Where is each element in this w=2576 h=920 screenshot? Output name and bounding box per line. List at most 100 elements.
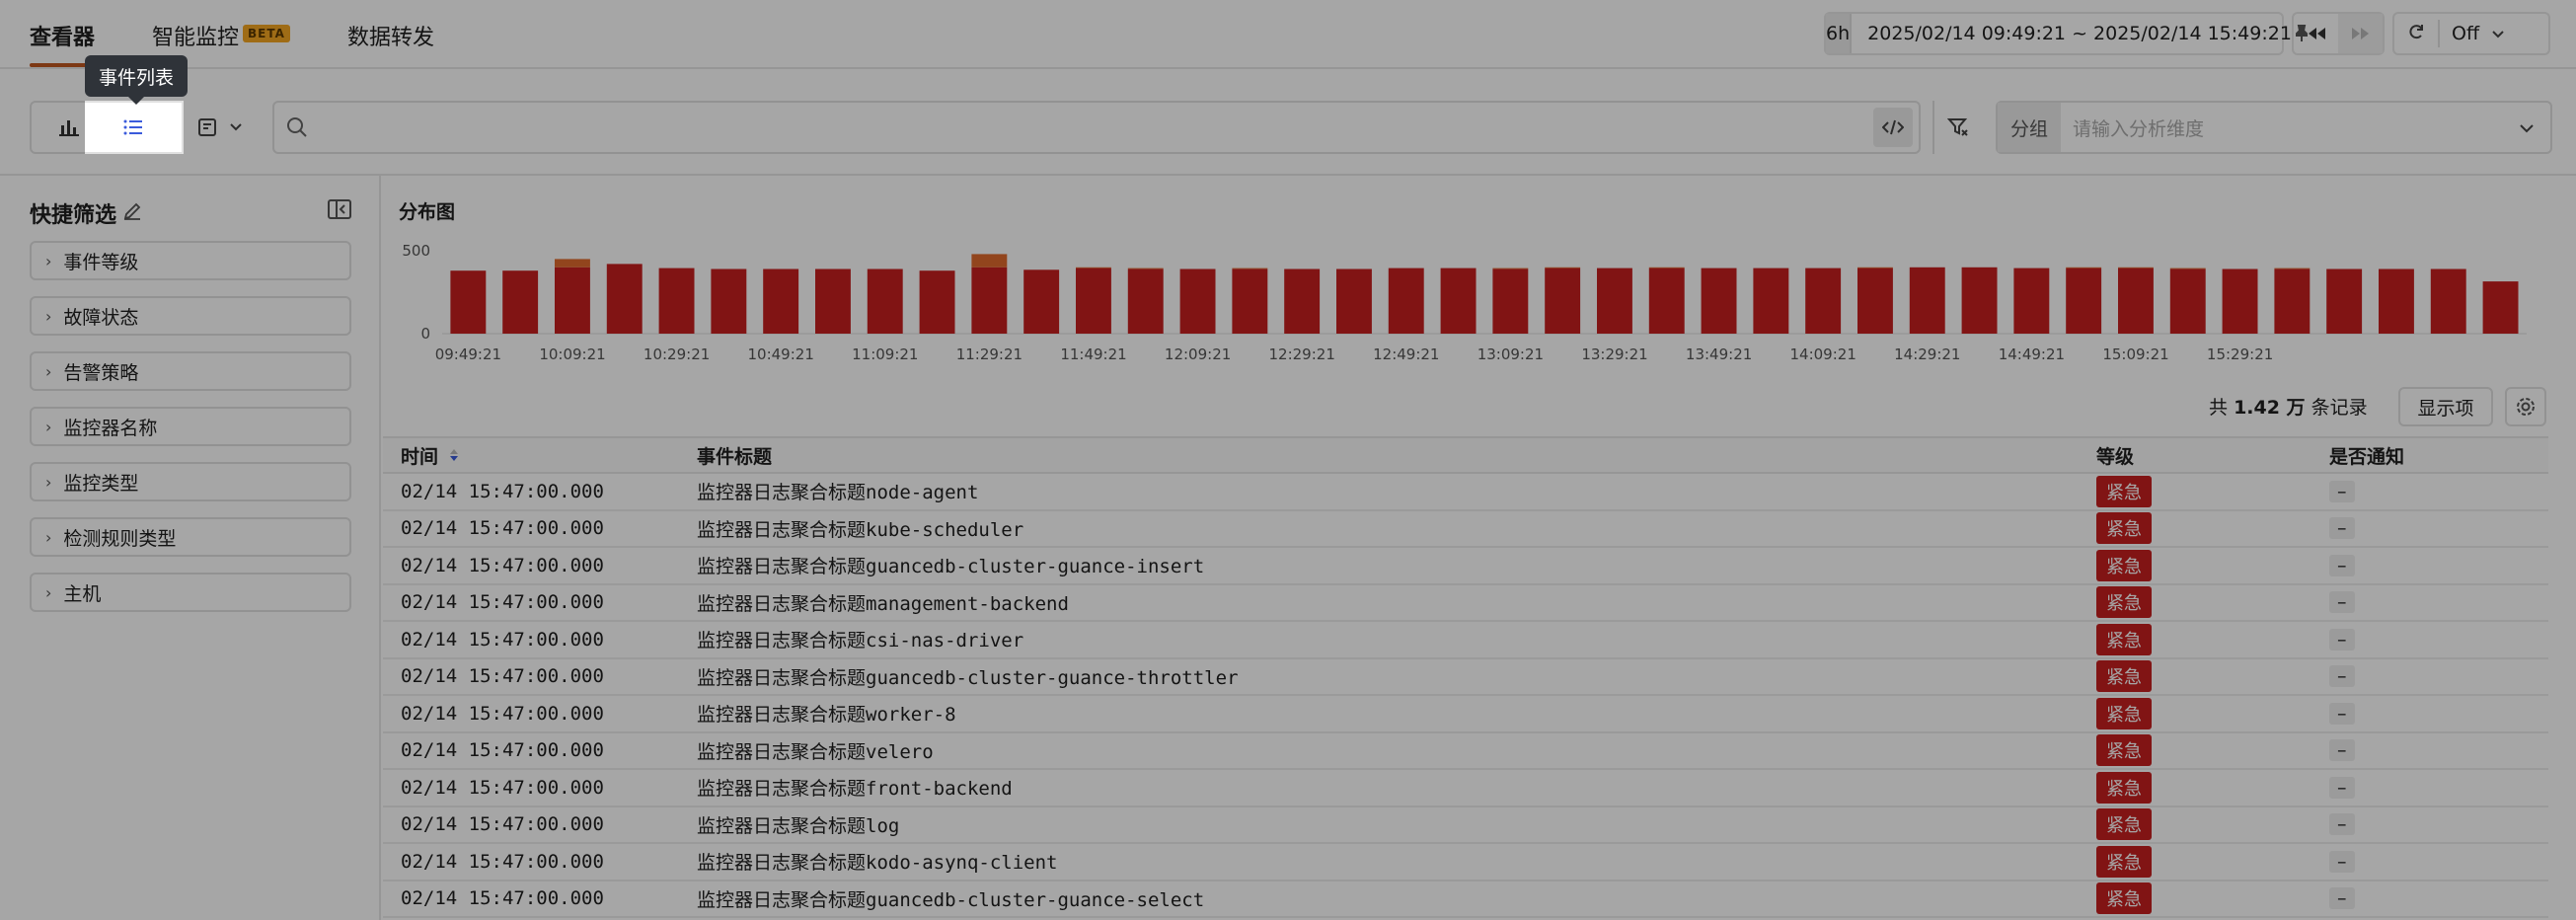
bar-critical[interactable] xyxy=(1597,268,1632,334)
tab-explorer[interactable]: 查看器 xyxy=(30,26,96,50)
facet-item[interactable]: › 监控器名称 xyxy=(30,407,351,446)
col-level-header[interactable]: 等级 xyxy=(2096,445,2135,468)
bar-critical[interactable] xyxy=(1023,269,1060,334)
table-row[interactable]: 02/14 15:47:00.000 监控器日志聚合标题guancedb-clus… xyxy=(383,548,2548,585)
show-columns-button[interactable]: 显示项 xyxy=(2398,387,2493,426)
rewind-icon[interactable] xyxy=(2294,14,2338,53)
chevron-right-icon: › xyxy=(45,417,52,436)
table-row[interactable]: 02/14 15:47:00.000 监控器日志聚合标题guancedb-clus… xyxy=(383,659,2548,696)
facet-item[interactable]: › 检测规则类型 xyxy=(30,517,351,557)
bar-critical[interactable] xyxy=(2430,268,2466,335)
table-row[interactable]: 02/14 15:47:00.000 监控器日志聚合标题node-agent 紧急 – xyxy=(383,474,2548,511)
pin-icon[interactable] xyxy=(2292,24,2311,43)
bar-critical[interactable] xyxy=(502,270,539,334)
bar-critical[interactable] xyxy=(711,268,747,335)
bar-critical[interactable] xyxy=(1179,268,1216,335)
col-notify-header[interactable]: 是否通知 xyxy=(2329,445,2405,468)
bar-critical[interactable] xyxy=(1857,268,1893,334)
bar-critical[interactable] xyxy=(1753,268,1789,334)
bar-critical[interactable] xyxy=(2274,268,2311,335)
bar-critical[interactable] xyxy=(1284,268,1321,335)
time-range-quick-button[interactable]: 6h xyxy=(1826,14,1853,53)
bar-critical[interactable] xyxy=(971,267,1008,334)
group-by-select[interactable]: 分组 请输入分析维度 xyxy=(1996,101,2552,154)
bar-critical[interactable] xyxy=(2118,268,2154,334)
settings-button[interactable] xyxy=(2505,387,2546,426)
bar-critical[interactable] xyxy=(1545,268,1581,334)
bar-critical[interactable] xyxy=(1701,268,1737,334)
bar-critical[interactable] xyxy=(606,264,643,334)
facet-item[interactable]: › 事件等级 xyxy=(30,241,351,280)
bar-error[interactable] xyxy=(1127,268,1164,269)
refresh-icon[interactable] xyxy=(2406,22,2426,46)
chevron-right-icon: › xyxy=(45,361,52,381)
saved-views-button[interactable] xyxy=(197,111,263,144)
bar-critical[interactable] xyxy=(450,270,487,334)
bar-critical[interactable] xyxy=(2066,268,2102,334)
bar-error[interactable] xyxy=(1492,268,1529,269)
col-time-header[interactable]: 时间 xyxy=(383,442,679,469)
table-row[interactable]: 02/14 15:47:00.000 监控器日志聚合标题velero 紧急 – xyxy=(383,733,2548,770)
level-badge: 紧急 xyxy=(2096,623,2152,655)
list-view-button-highlight[interactable] xyxy=(85,101,184,154)
notify-value: – xyxy=(2329,702,2355,725)
facet-item[interactable]: › 告警策略 xyxy=(30,351,351,391)
code-mode-button[interactable] xyxy=(1873,108,1913,147)
search-input[interactable] xyxy=(320,108,1873,147)
edit-icon[interactable] xyxy=(122,201,142,226)
bar-critical[interactable] xyxy=(1648,268,1685,334)
bar-critical[interactable] xyxy=(2169,268,2206,335)
bar-critical[interactable] xyxy=(1336,268,1372,335)
bar-critical[interactable] xyxy=(1961,267,1998,334)
bar-critical[interactable] xyxy=(2013,268,2050,334)
table-row[interactable]: 02/14 15:47:00.000 监控器日志聚合标题guancedb-clus… xyxy=(383,882,2548,918)
bar-critical[interactable] xyxy=(867,268,903,335)
time-picker[interactable]: 6h 2025/02/14 09:49:21 ~ 2025/02/14 15:4… xyxy=(1824,12,2308,55)
bar-critical[interactable] xyxy=(555,267,590,334)
facet-item[interactable]: › 故障状态 xyxy=(30,296,351,336)
table-row[interactable]: 02/14 15:47:00.000 监控器日志聚合标题management-ba… xyxy=(383,585,2548,622)
col-title-header[interactable]: 事件标题 xyxy=(697,445,773,468)
facet-item[interactable]: › 监控类型 xyxy=(30,462,351,501)
table-row[interactable]: 02/14 15:47:00.000 监控器日志聚合标题kube-schedule… xyxy=(383,511,2548,548)
bar-critical[interactable] xyxy=(2379,268,2414,335)
bar-critical[interactable] xyxy=(2326,268,2363,335)
bar-error[interactable] xyxy=(555,259,590,268)
bar-critical[interactable] xyxy=(763,268,799,335)
bar-critical[interactable] xyxy=(919,270,955,334)
auto-refresh-select[interactable]: Off xyxy=(2392,12,2550,55)
bar-critical[interactable] xyxy=(2222,268,2258,335)
sort-icon[interactable] xyxy=(448,446,460,468)
bar-critical[interactable] xyxy=(1440,268,1477,334)
bar-error[interactable] xyxy=(2274,268,2311,269)
bar-critical[interactable] xyxy=(815,268,851,335)
table-row[interactable]: 02/14 15:47:00.000 监控器日志聚合标题front-backend… xyxy=(383,770,2548,807)
refresh-value: Off xyxy=(2452,23,2480,44)
bar-error[interactable] xyxy=(2169,268,2206,269)
facet-item[interactable]: › 主机 xyxy=(30,573,351,612)
table-row[interactable]: 02/14 15:47:00.000 监控器日志聚合标题csi-nas-drive… xyxy=(383,622,2548,659)
bar-critical[interactable] xyxy=(1232,268,1268,335)
bar-critical[interactable] xyxy=(1388,268,1424,334)
bar-critical[interactable] xyxy=(1127,268,1164,335)
collapse-panel-icon[interactable] xyxy=(328,199,351,224)
time-range-text[interactable]: 2025/02/14 09:49:21 ~ 2025/02/14 15:49:2… xyxy=(1867,23,2292,44)
chart-view-button[interactable] xyxy=(32,103,107,152)
distribution-chart[interactable]: 500 0 09:49:21 10:09:21 10:29:21 10:49:21 11:0… xyxy=(395,233,2537,371)
table-row[interactable]: 02/14 15:47:00.000 监控器日志聚合标题log 紧急 – xyxy=(383,807,2548,844)
filter-button[interactable] xyxy=(1932,101,1982,154)
table-row[interactable]: 02/14 15:47:00.000 监控器日志聚合标题kodo-asynq-cl… xyxy=(383,844,2548,882)
forward-icon[interactable] xyxy=(2338,14,2383,53)
bar-critical[interactable] xyxy=(1805,268,1842,334)
x-tick-label: 13:29:21 xyxy=(1581,345,1647,363)
bar-error[interactable] xyxy=(1232,268,1268,269)
bar-error[interactable] xyxy=(971,254,1008,268)
bar-critical[interactable] xyxy=(2482,281,2519,334)
table-row[interactable]: 02/14 15:47:00.000 监控器日志聚合标题worker-8 紧急 – xyxy=(383,696,2548,733)
tab-data-forward[interactable]: 数据转发 xyxy=(347,26,435,50)
tab-smart-monitor[interactable]: 智能监控 xyxy=(152,26,240,50)
bar-critical[interactable] xyxy=(1492,268,1529,335)
bar-critical[interactable] xyxy=(1076,268,1111,334)
bar-critical[interactable] xyxy=(658,268,695,334)
bar-critical[interactable] xyxy=(1909,267,1945,334)
